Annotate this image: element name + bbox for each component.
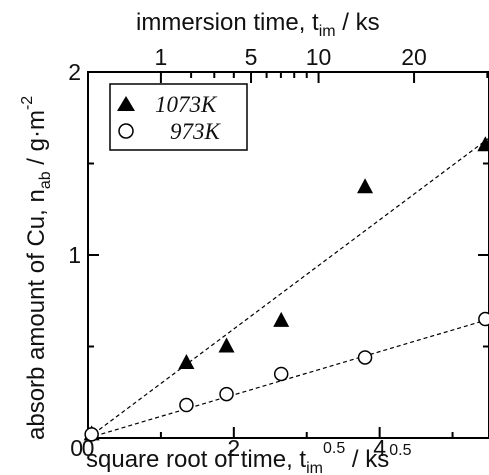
top-tick-label: 5: [245, 44, 258, 70]
point-1073k: [218, 337, 235, 353]
x-axis-title-sup: 0.5: [323, 440, 345, 457]
legend-label-973k: 973K: [170, 119, 222, 144]
point-973k: [84, 427, 99, 442]
point-973k: [478, 311, 489, 327]
point-973k: [219, 386, 234, 402]
point-1073k: [178, 353, 195, 369]
point-973k: [273, 366, 289, 382]
legend-box: [109, 83, 248, 151]
top-axis-title-main: immersion time, t: [136, 9, 319, 36]
legend-marker-1073k: [117, 96, 135, 111]
top-tick-label: 20: [401, 44, 427, 70]
origin-tick-label: 0: [70, 435, 83, 461]
y-tick-label: 1: [68, 242, 81, 268]
legend-label-1073k: 1073K: [155, 92, 218, 117]
y-axis-title-main: absorb amount of Cu, n: [23, 189, 50, 440]
point-973k: [357, 350, 373, 365]
x-axis-title-sub: im: [306, 460, 323, 475]
y-axis-title: absorb amount of Cu, nab / g·m-2: [19, 96, 54, 440]
top-axis-title: immersion time, tim / ks: [136, 9, 380, 40]
y-axis-title-tail: / g·m: [23, 110, 50, 171]
y-axis-title-tail-sup: -2: [19, 96, 36, 110]
point-1073k: [477, 136, 489, 152]
top-axis-title-tail: / ks: [336, 9, 380, 36]
y-tick-label: 2: [68, 59, 81, 85]
legend: 1073K 973K: [109, 83, 248, 151]
x-axis-title-tail: / ks: [345, 446, 389, 473]
top-tick-label: 10: [306, 44, 332, 70]
point-1073k: [273, 311, 290, 327]
x-tick-label: 4: [373, 435, 386, 461]
point-973k: [179, 397, 194, 413]
x-tick-label: 2: [227, 435, 240, 461]
x-axis-title-tail-sup: 0.5: [389, 442, 411, 459]
y-axis-title-sub: ab: [37, 171, 54, 189]
fit-line-series-1: [87, 318, 489, 439]
top-axis-title-sub: im: [319, 23, 336, 40]
fit-line-series-0: [87, 137, 489, 439]
x-axis-title-main: square root of time, t: [86, 446, 306, 473]
x-axis-title: square root of time, tim0.5 / ks0.5: [86, 440, 412, 475]
data-points: [83, 136, 489, 442]
point-1073k: [357, 178, 374, 194]
legend-marker-973k: [118, 123, 134, 139]
fit-lines: [87, 137, 489, 439]
top-tick-label: 1: [155, 44, 168, 70]
